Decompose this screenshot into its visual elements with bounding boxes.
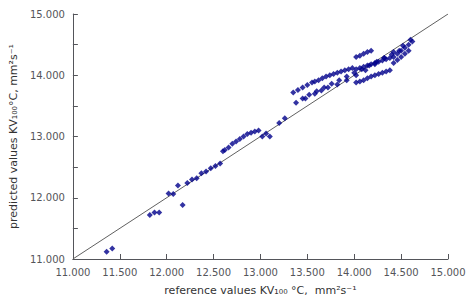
svg-text:15.000: 15.000: [30, 9, 65, 20]
svg-text:12.000: 12.000: [149, 267, 184, 278]
svg-text:predicted values KV₁₀₀°C, mm²s: predicted values KV₁₀₀°C, mm²s⁻¹: [7, 44, 20, 229]
svg-text:14.000: 14.000: [337, 267, 372, 278]
svg-text:15.000: 15.000: [431, 267, 466, 278]
svg-text:12.500: 12.500: [196, 267, 231, 278]
svg-text:14.000: 14.000: [30, 70, 65, 81]
svg-text:13.000: 13.000: [30, 131, 65, 142]
svg-text:11.500: 11.500: [102, 267, 137, 278]
svg-text:14.500: 14.500: [384, 267, 419, 278]
svg-text:11.000: 11.000: [30, 254, 65, 265]
svg-text:reference values KV₁₀₀ °C, mm: reference values KV₁₀₀ °C, mm²s⁻¹: [164, 284, 356, 297]
svg-text:13.000: 13.000: [243, 267, 278, 278]
svg-text:11.000: 11.000: [55, 267, 90, 278]
svg-text:13.500: 13.500: [290, 267, 325, 278]
svg-text:12.000: 12.000: [30, 192, 65, 203]
